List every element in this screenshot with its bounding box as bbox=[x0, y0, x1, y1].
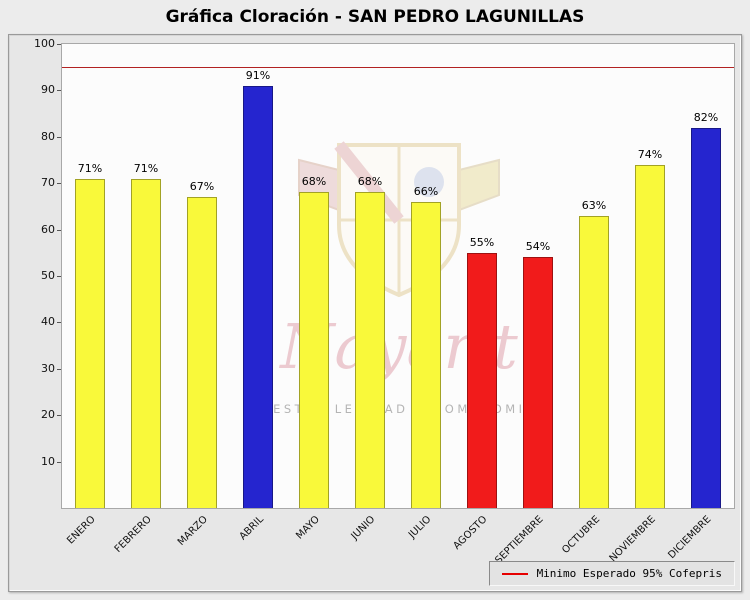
reference-line bbox=[62, 67, 734, 68]
y-tick-label: 50 bbox=[41, 269, 55, 282]
y-tick-mark bbox=[57, 183, 61, 184]
bar-value-label: 91% bbox=[245, 69, 271, 82]
x-tick-label-noviembre: NOVIEMBRE bbox=[607, 514, 658, 565]
x-tick-label-febrero: FEBRERO bbox=[112, 514, 154, 556]
y-tick-mark bbox=[57, 322, 61, 323]
bar-febrero bbox=[131, 179, 161, 508]
bar-value-label: 71% bbox=[77, 162, 103, 175]
bar-value-label: 67% bbox=[189, 180, 215, 193]
plot-area: Nayarit NUESTRA LEALTAD Y COMPROMISO 71%… bbox=[61, 43, 735, 509]
bar-value-label: 71% bbox=[133, 162, 159, 175]
bar-value-label: 63% bbox=[581, 199, 607, 212]
y-tick-mark bbox=[57, 462, 61, 463]
bar-value-label: 66% bbox=[413, 185, 439, 198]
x-tick-label-junio: JUNIO bbox=[349, 514, 378, 542]
y-tick-mark bbox=[57, 369, 61, 370]
y-tick-label: 20 bbox=[41, 408, 55, 421]
y-tick-label: 80 bbox=[41, 130, 55, 143]
chart-frame: Nayarit NUESTRA LEALTAD Y COMPROMISO 71%… bbox=[8, 34, 742, 592]
y-tick-mark bbox=[57, 276, 61, 277]
y-tick-label: 60 bbox=[41, 223, 55, 236]
y-tick-mark bbox=[57, 415, 61, 416]
y-tick-label: 10 bbox=[41, 455, 55, 468]
bar-value-label: 54% bbox=[525, 240, 551, 253]
bar-value-label: 55% bbox=[469, 236, 495, 249]
bar-agosto bbox=[467, 253, 497, 508]
bar-value-label: 68% bbox=[357, 175, 383, 188]
bar-septiembre bbox=[523, 257, 553, 508]
bar-octubre bbox=[579, 216, 609, 508]
bar-value-label: 82% bbox=[693, 111, 719, 124]
bar-diciembre bbox=[691, 128, 721, 508]
x-tick-label-septiembre: SEPTIEMBRE bbox=[493, 514, 546, 567]
bar-value-label: 74% bbox=[637, 148, 663, 161]
x-tick-label-enero: ENERO bbox=[65, 514, 98, 547]
x-tick-label-julio: JULIO bbox=[407, 514, 434, 541]
bar-enero bbox=[75, 179, 105, 508]
watermark-motto-text: NUESTRA LEALTAD Y COMPROMISO bbox=[249, 402, 549, 416]
x-tick-label-agosto: AGOSTO bbox=[451, 514, 490, 552]
y-tick-mark bbox=[57, 44, 61, 45]
bar-mayo bbox=[299, 192, 329, 508]
bar-noviembre bbox=[635, 165, 665, 508]
y-tick-mark bbox=[57, 90, 61, 91]
legend-label: Minimo Esperado 95% Cofepris bbox=[536, 567, 722, 580]
y-tick-label: 90 bbox=[41, 83, 55, 96]
x-tick-label-marzo: MARZO bbox=[175, 514, 210, 549]
y-tick-label: 100 bbox=[34, 37, 55, 50]
y-tick-label: 40 bbox=[41, 315, 55, 328]
y-tick-mark bbox=[57, 137, 61, 138]
x-tick-label-mayo: MAYO bbox=[294, 514, 322, 542]
chart-title: Gráfica Cloración - SAN PEDRO LAGUNILLAS bbox=[165, 7, 585, 27]
bar-abril bbox=[243, 86, 273, 508]
bar-junio bbox=[355, 192, 385, 508]
x-tick-label-diciembre: DICIEMBRE bbox=[666, 514, 714, 562]
bar-value-label: 68% bbox=[301, 175, 327, 188]
legend-line-swatch bbox=[501, 572, 528, 575]
x-tick-label-octubre: OCTUBRE bbox=[559, 514, 602, 557]
legend: Minimo Esperado 95% Cofepris bbox=[488, 561, 735, 586]
bar-marzo bbox=[187, 197, 217, 508]
y-tick-label: 30 bbox=[41, 362, 55, 375]
x-tick-label-abril: ABRIL bbox=[237, 514, 266, 543]
y-tick-label: 70 bbox=[41, 176, 55, 189]
bar-julio bbox=[411, 202, 441, 508]
y-tick-mark bbox=[57, 230, 61, 231]
